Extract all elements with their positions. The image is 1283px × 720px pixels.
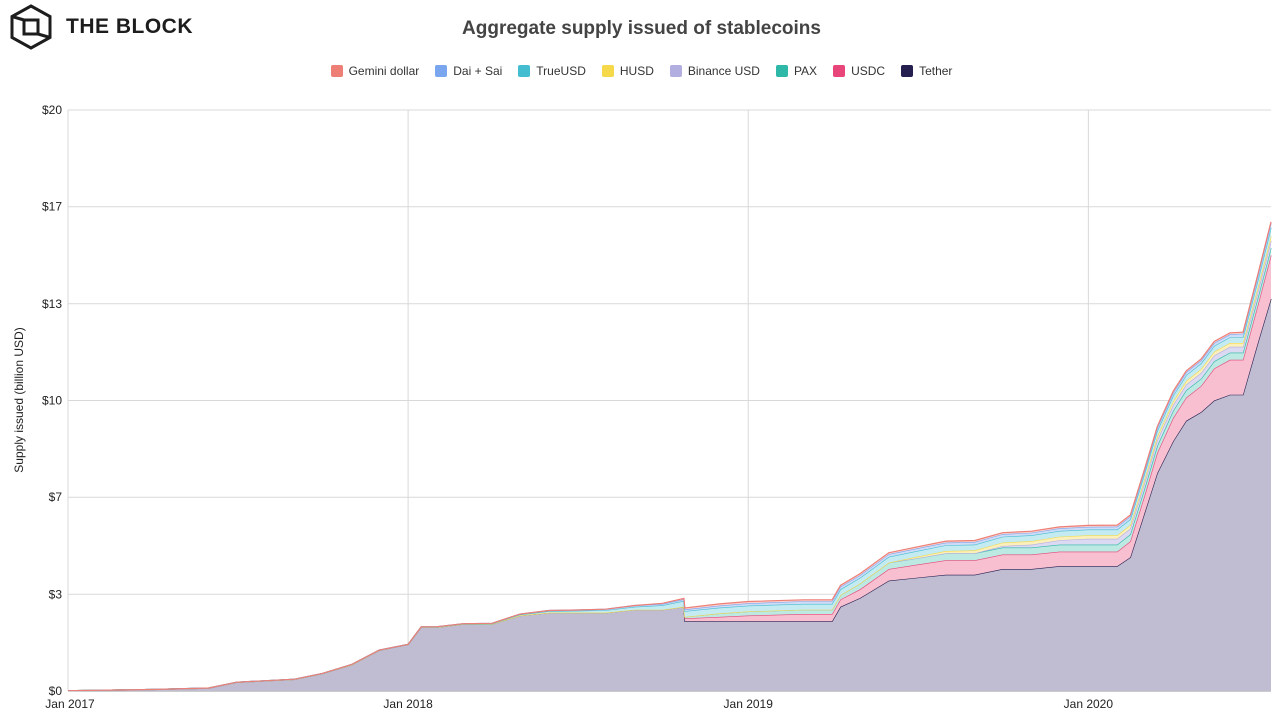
legend-item-husd[interactable]: HUSD	[601, 64, 654, 78]
legend-label: Tether	[919, 64, 953, 78]
hexagon-cube-logo-icon	[10, 4, 52, 50]
y-tick-label: $13	[42, 297, 62, 311]
series-areas	[67, 221, 1272, 692]
legend-swatch	[775, 65, 788, 77]
legend-item-binance-usd[interactable]: Binance USD	[669, 64, 760, 78]
legend-swatch	[518, 65, 531, 77]
legend-swatch	[833, 65, 846, 77]
legend-label: HUSD	[619, 64, 654, 78]
legend-swatch	[330, 65, 343, 77]
line-gemini-dollar	[67, 221, 1272, 692]
x-tick-label: Jan 2019	[724, 697, 774, 711]
legend-swatch	[901, 65, 914, 77]
y-ticks: $0 $3 $7 $10 $13 $17 $20	[42, 103, 62, 698]
legend-swatch	[669, 65, 682, 77]
legend-item-trueusd[interactable]: TrueUSD	[518, 64, 586, 78]
legend-item-dai-sai[interactable]: Dai + Sai	[435, 64, 502, 78]
legend-label: USDC	[851, 64, 886, 78]
x-tick-label: Jan 2017	[45, 697, 95, 711]
chart-legend: Gemini dollar Dai + Sai TrueUSD HUSD Binance…	[0, 64, 1283, 78]
area-tether	[68, 298, 1271, 691]
y-tick-label: $0	[49, 684, 63, 698]
legend-item-tether[interactable]: Tether	[901, 64, 952, 78]
brand: THE BLOCK	[8, 4, 193, 50]
legend-swatch	[601, 65, 614, 77]
legend-label: TrueUSD	[536, 64, 586, 78]
x-tick-label: Jan 2020	[1064, 697, 1114, 711]
legend-item-usdc[interactable]: USDC	[833, 64, 885, 78]
legend-item-pax[interactable]: PAX	[775, 64, 818, 78]
legend-swatch	[435, 65, 448, 77]
brand-name: THE BLOCK	[66, 15, 193, 38]
legend-label: Dai + Sai	[453, 64, 503, 78]
legend-label: Gemini dollar	[348, 64, 420, 78]
y-tick-label: $7	[49, 490, 63, 504]
y-tick-label: $17	[42, 200, 62, 214]
x-ticks: Jan 2017 Jan 2018 Jan 2019 Jan 2020	[45, 697, 1113, 711]
y-tick-label: $20	[42, 103, 62, 117]
y-tick-label: $3	[49, 587, 63, 601]
chart-title: Aggregate supply issued of stablecoins	[462, 18, 821, 39]
legend-item-gemini-dollar[interactable]: Gemini dollar	[330, 64, 420, 78]
legend-label: PAX	[793, 64, 818, 78]
legend-label: Binance USD	[687, 64, 760, 78]
y-tick-label: $10	[42, 394, 62, 408]
x-tick-label: Jan 2018	[383, 697, 433, 711]
